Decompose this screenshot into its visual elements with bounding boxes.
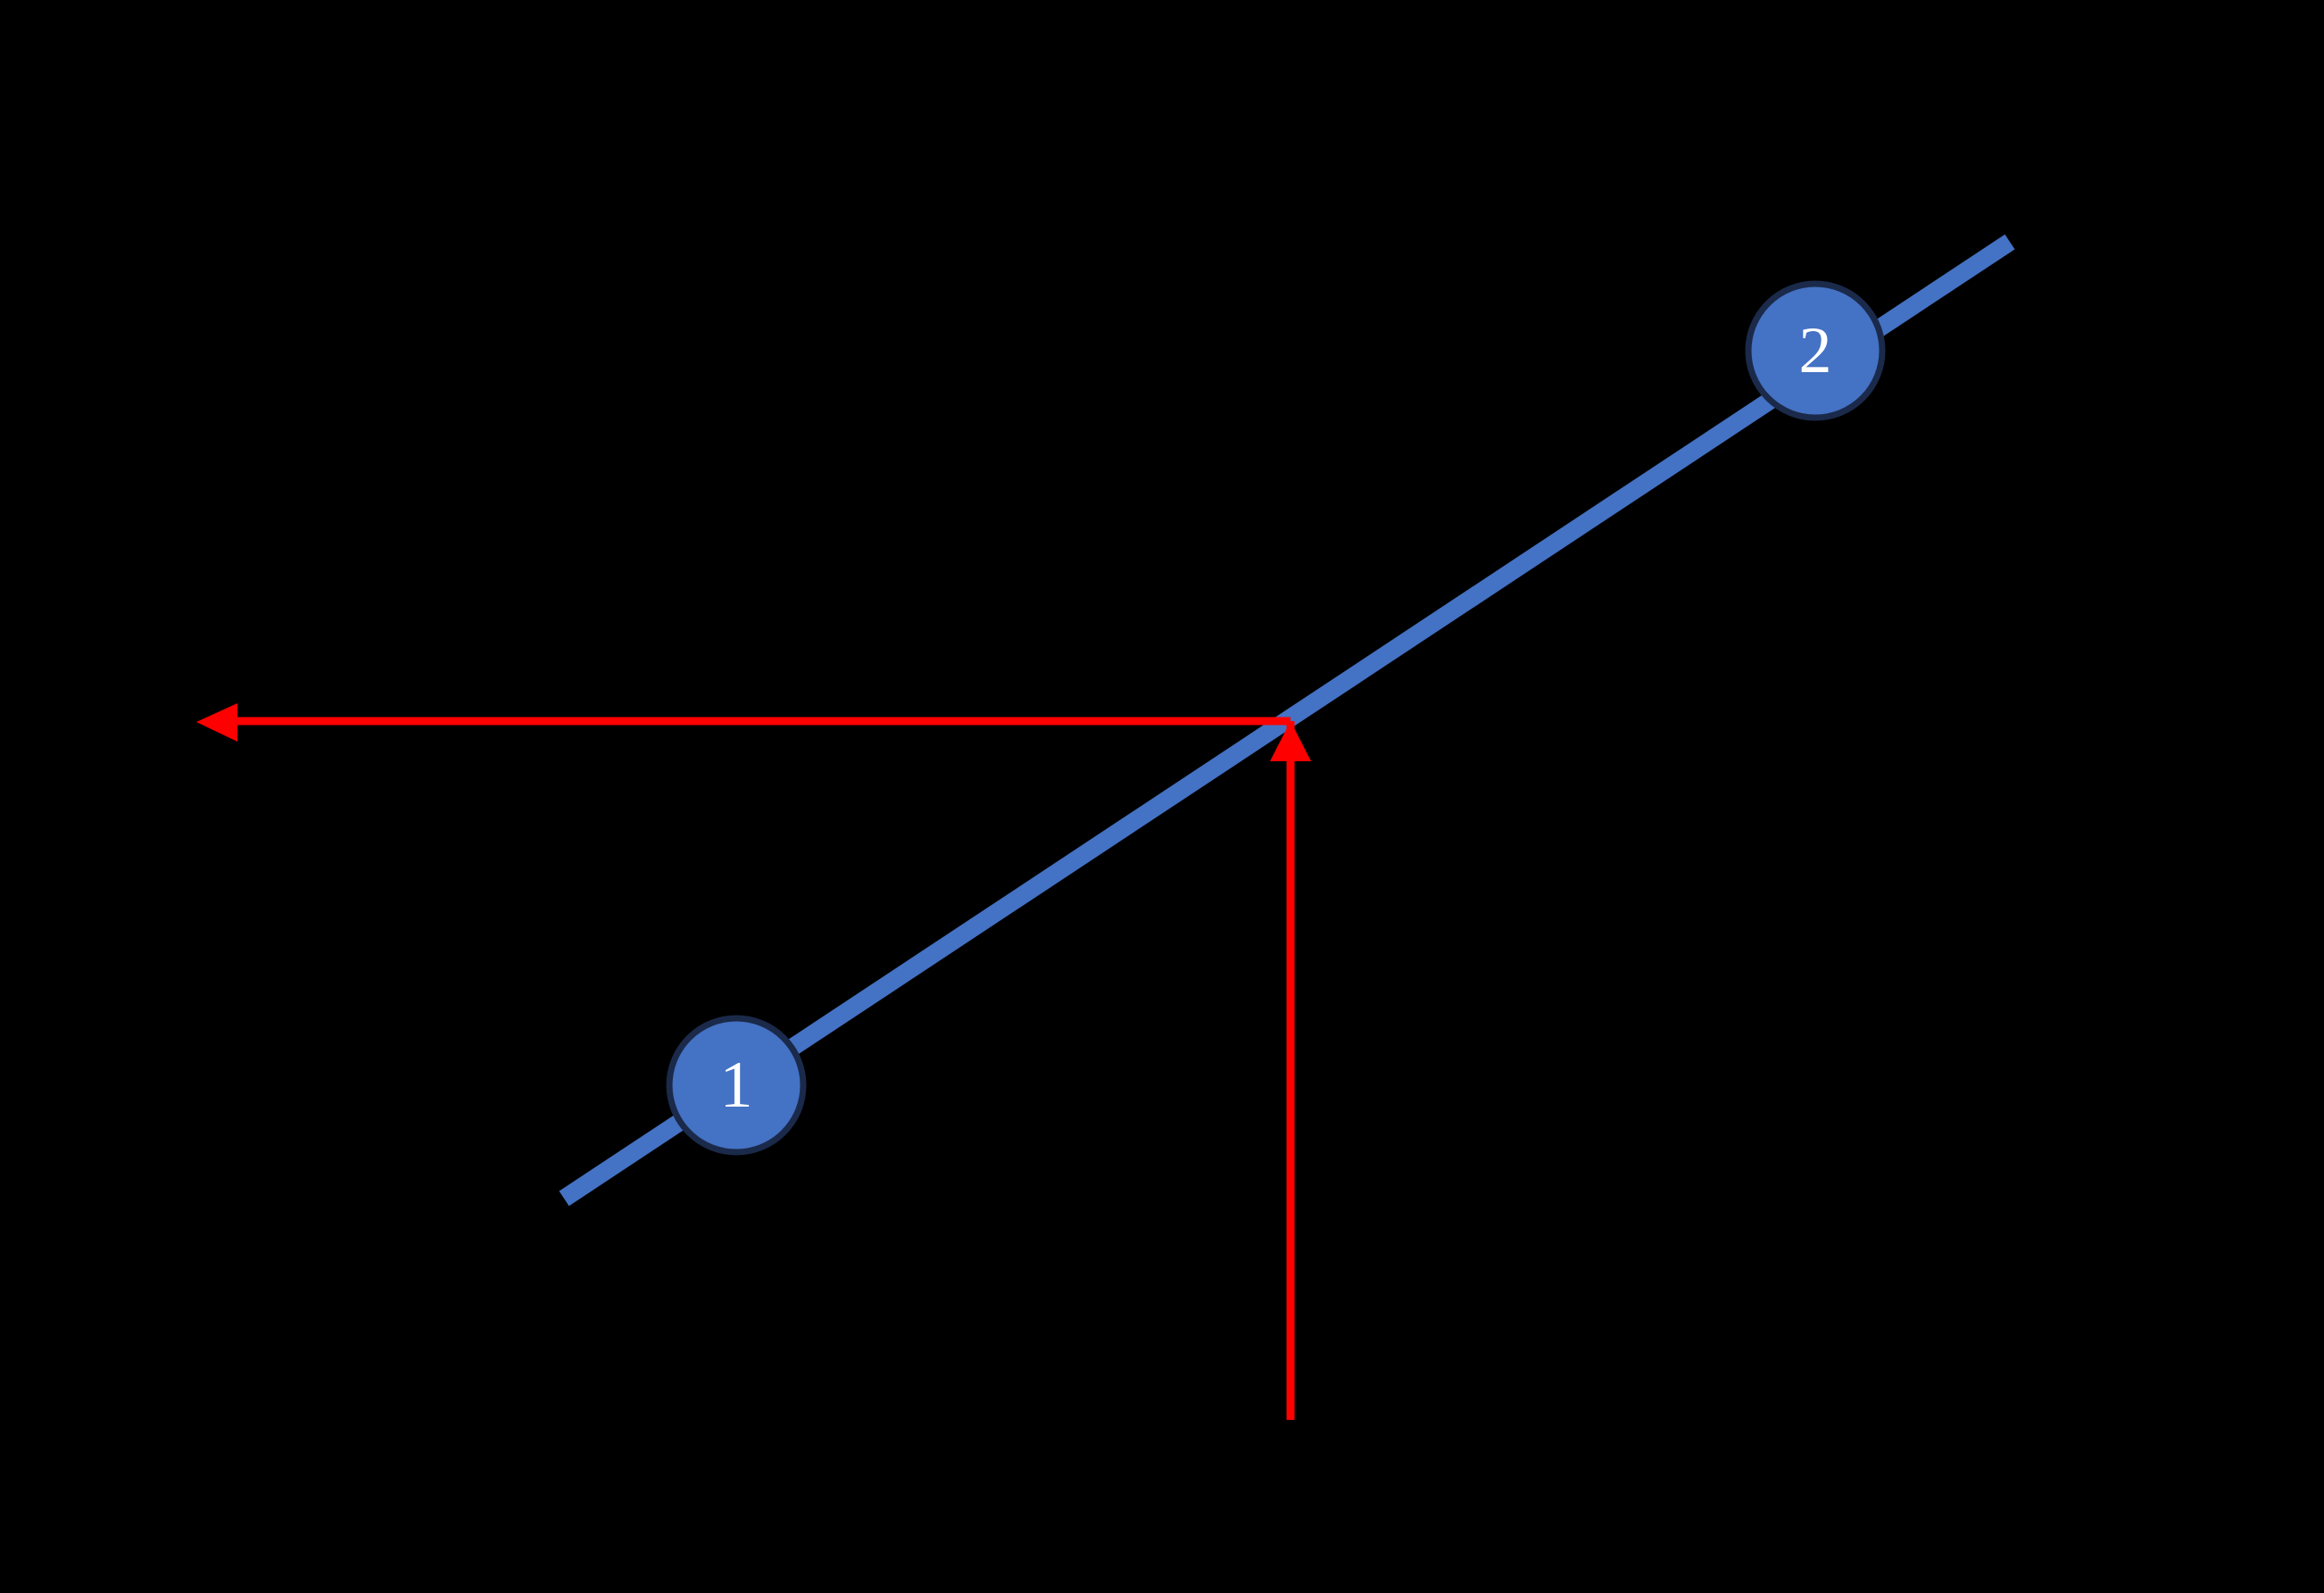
- svg-text:1: 1: [720, 1049, 753, 1122]
- svg-text:2: 2: [1799, 314, 1832, 387]
